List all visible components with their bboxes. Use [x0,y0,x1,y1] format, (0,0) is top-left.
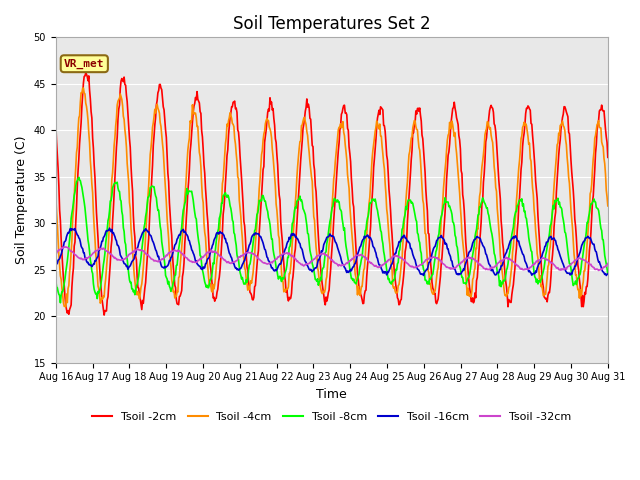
Tsoil -32cm [416,262,424,268]
Line: Tsoil -8cm: Tsoil -8cm [56,177,608,303]
Line: Tsoil -32cm: Tsoil -32cm [56,247,608,270]
Tsoil -2cm [401,264,408,270]
Tsoil -4cm [205,283,213,288]
Line: Tsoil -16cm: Tsoil -16cm [56,228,608,276]
Tsoil -8cm [52,276,60,282]
Tsoil -8cm [205,281,213,287]
X-axis label: Time: Time [316,388,347,401]
Tsoil -4cm [417,157,424,163]
Tsoil -8cm [63,264,70,270]
Tsoil -4cm [401,216,408,222]
Tsoil -32cm [175,248,183,253]
Tsoil -32cm [400,257,408,263]
Tsoil -2cm [82,70,90,76]
Tsoil -8cm [56,300,64,306]
Y-axis label: Soil Temperature (C): Soil Temperature (C) [15,136,28,264]
Tsoil -4cm [120,117,128,122]
Tsoil -8cm [120,228,128,234]
Tsoil -16cm [602,273,610,278]
Tsoil -2cm [52,120,60,126]
Tsoil -2cm [120,74,128,80]
Tsoil -32cm [62,244,70,250]
Tsoil -2cm [176,293,184,299]
Tsoil -32cm [604,261,612,266]
Tsoil -4cm [79,85,87,91]
Tsoil -4cm [52,193,60,199]
Tsoil -2cm [100,312,108,318]
Tsoil -16cm [416,269,424,275]
Line: Tsoil -4cm: Tsoil -4cm [56,88,608,307]
Tsoil -32cm [205,250,212,255]
Tsoil -16cm [400,233,408,239]
Title: Soil Temperatures Set 2: Soil Temperatures Set 2 [233,15,431,33]
Tsoil -32cm [52,251,60,256]
Tsoil -16cm [52,263,60,268]
Tsoil -8cm [604,271,612,277]
Tsoil -16cm [604,271,612,277]
Tsoil -32cm [595,267,602,273]
Tsoil -32cm [120,257,127,263]
Tsoil -8cm [176,236,184,242]
Text: VR_met: VR_met [64,59,104,69]
Tsoil -2cm [604,155,612,160]
Tsoil -8cm [401,215,408,220]
Tsoil -2cm [205,251,213,256]
Tsoil -32cm [63,244,70,250]
Tsoil -2cm [417,112,424,118]
Tsoil -8cm [417,248,424,253]
Legend: Tsoil -2cm, Tsoil -4cm, Tsoil -8cm, Tsoil -16cm, Tsoil -32cm: Tsoil -2cm, Tsoil -4cm, Tsoil -8cm, Tsoi… [88,407,576,426]
Tsoil -4cm [176,263,184,268]
Tsoil -16cm [62,238,70,243]
Tsoil -16cm [175,232,183,238]
Line: Tsoil -2cm: Tsoil -2cm [56,73,608,315]
Tsoil -4cm [63,291,70,297]
Tsoil -4cm [604,203,612,209]
Tsoil -16cm [205,255,212,261]
Tsoil -8cm [75,174,83,180]
Tsoil -2cm [62,302,70,308]
Tsoil -16cm [106,225,113,231]
Tsoil -4cm [62,304,70,310]
Tsoil -16cm [120,259,127,264]
